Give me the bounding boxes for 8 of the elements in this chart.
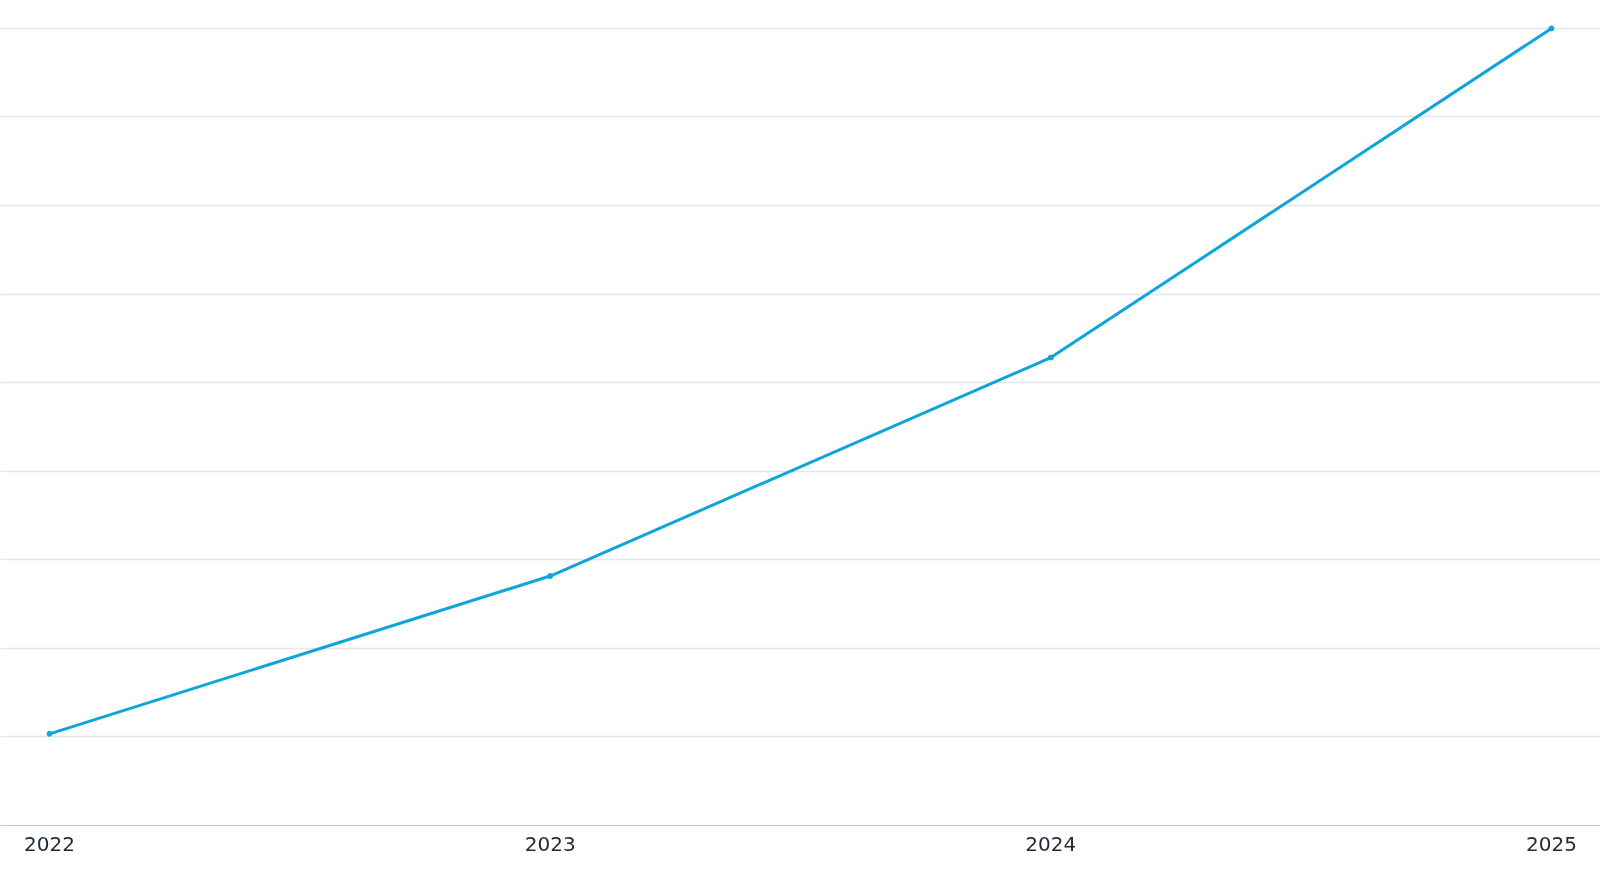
x-tick-label: 2025: [1525, 831, 1577, 856]
x-tick-label: 2024: [1025, 831, 1077, 856]
x-tick-label: 2022: [24, 831, 76, 856]
point: [547, 573, 554, 579]
point: [46, 730, 53, 737]
point: [1047, 354, 1054, 361]
point: [1548, 25, 1555, 32]
x-tick-label: 2023: [524, 831, 576, 856]
